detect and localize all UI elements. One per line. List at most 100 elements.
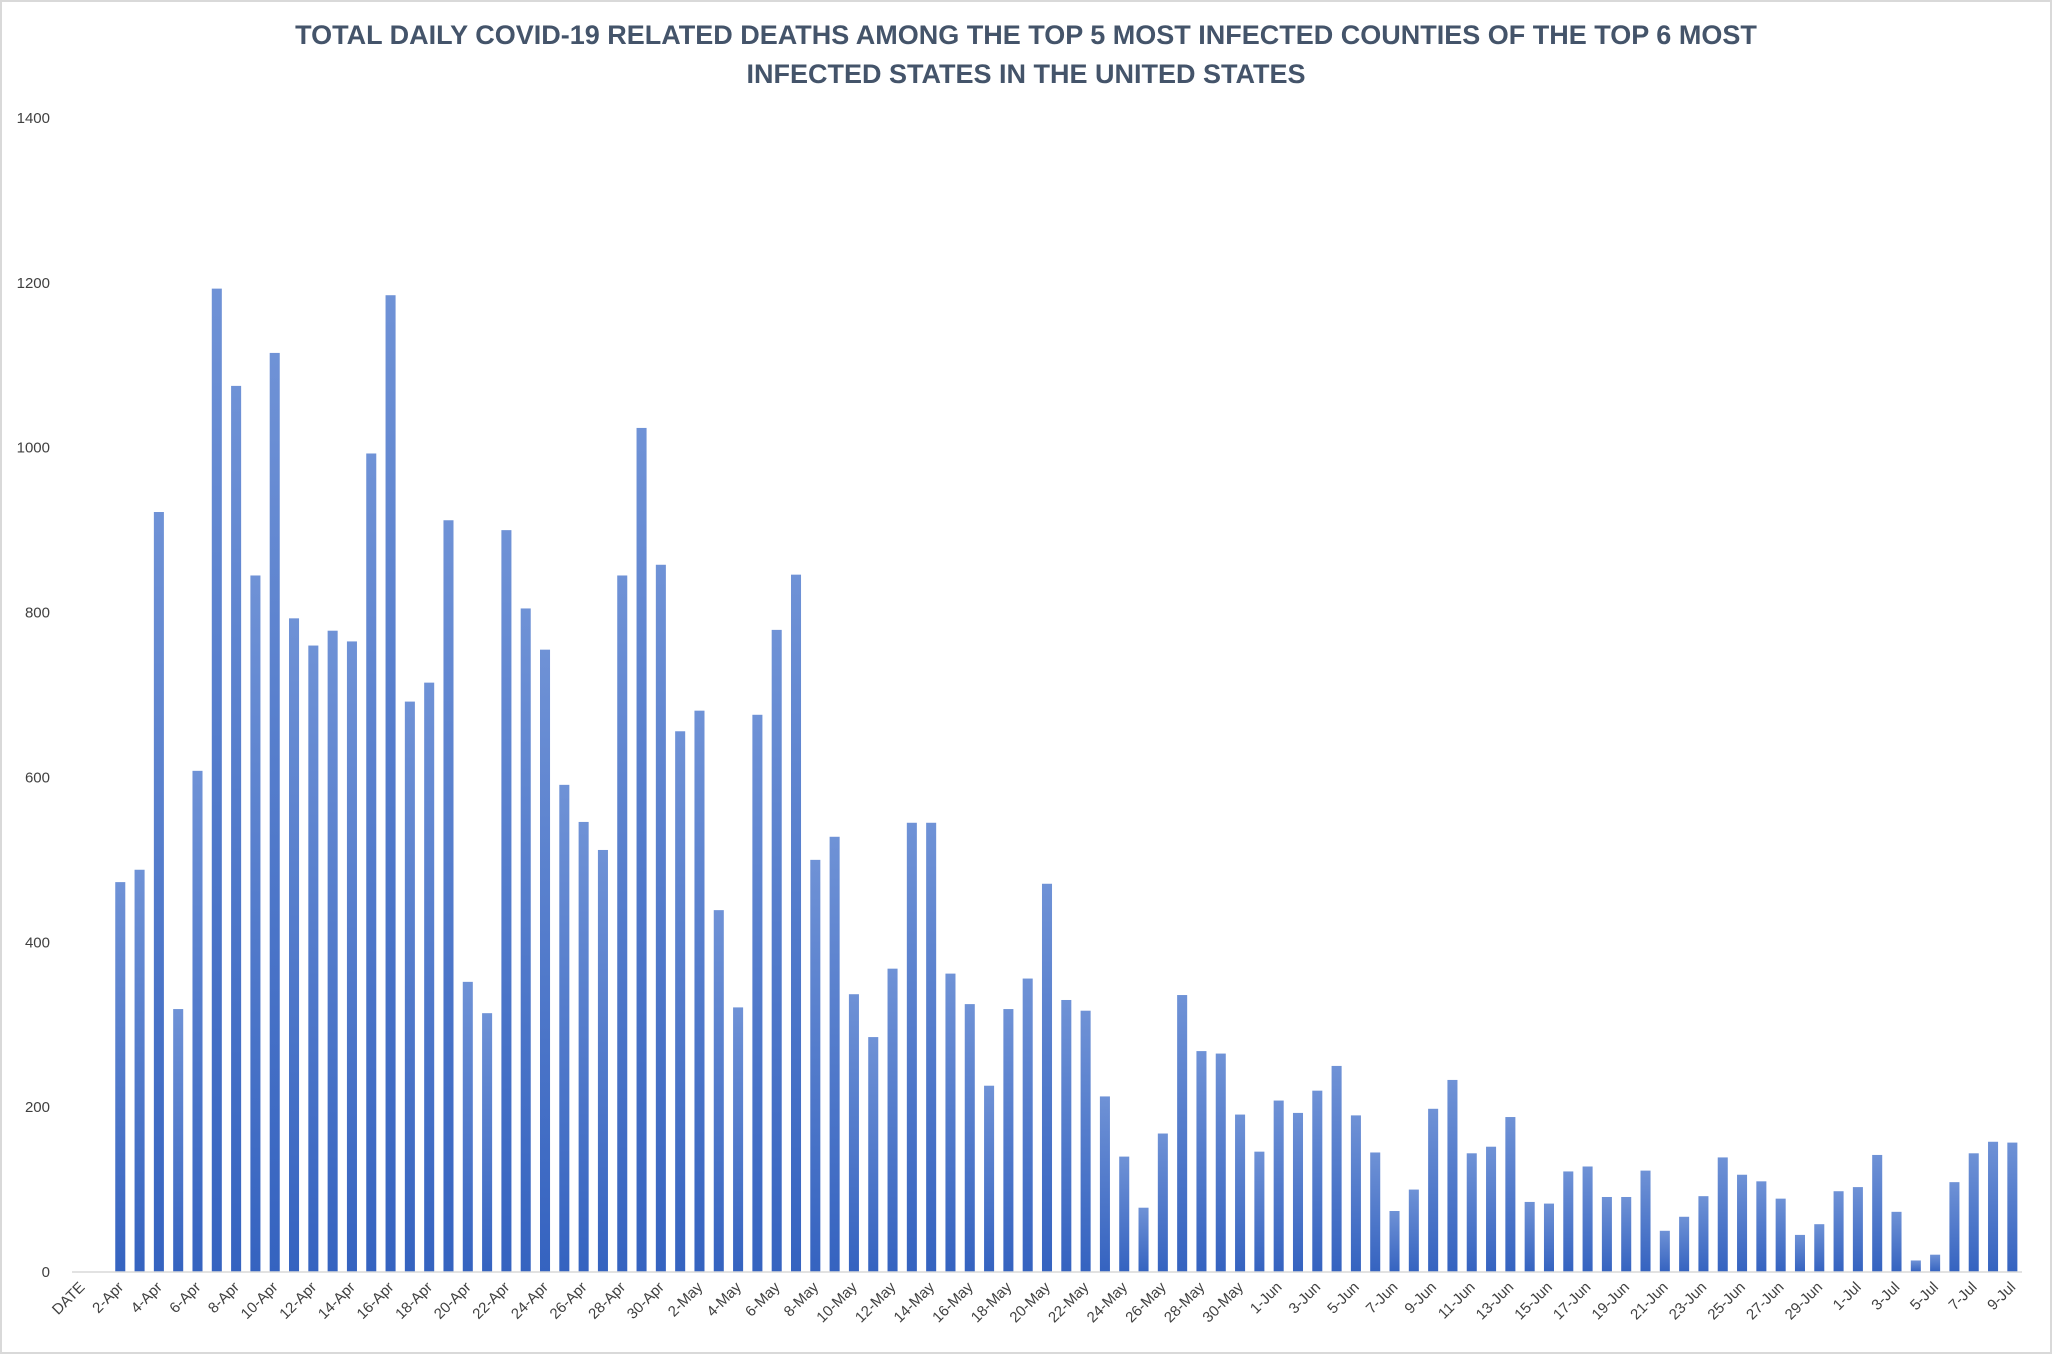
bar: [1177, 995, 1188, 1272]
x-tick-label: 11-Jun: [1435, 1279, 1479, 1323]
x-tick-label: 10-May: [813, 1278, 861, 1326]
bar: [1775, 1198, 1786, 1272]
bar: [1756, 1181, 1767, 1272]
bar: [675, 731, 686, 1272]
bar: [1215, 1053, 1226, 1272]
bar: [424, 682, 435, 1272]
x-tick-label: 24-May: [1084, 1278, 1132, 1326]
x-tick-label: 18-May: [968, 1278, 1016, 1326]
x-tick-label: 29-Jun: [1782, 1279, 1826, 1323]
bar: [694, 710, 705, 1272]
x-tick-label: 9-Jun: [1401, 1279, 1440, 1318]
bar: [1910, 1260, 1921, 1272]
x-tick-label: 22-May: [1045, 1278, 1093, 1326]
bar: [1061, 999, 1072, 1272]
bar: [984, 1085, 995, 1272]
y-tick-label: 400: [25, 934, 50, 951]
bar: [1524, 1201, 1535, 1272]
bar: [1292, 1112, 1304, 1272]
bar: [1041, 883, 1053, 1272]
x-tick-label: 3-Jul: [1868, 1279, 1903, 1314]
bar: [1505, 1117, 1516, 1272]
x-tick-label: 30-Apr: [624, 1279, 668, 1323]
bar: [173, 1009, 184, 1272]
x-tick-label: 28-May: [1161, 1278, 1209, 1326]
bar: [1447, 1079, 1458, 1272]
bar: [733, 1007, 744, 1272]
x-tick-label: 15-Jun: [1511, 1279, 1555, 1323]
x-tick-label: 12-Apr: [276, 1279, 320, 1323]
x-tick-label: 18-Apr: [392, 1279, 436, 1323]
x-tick-label: 14-May: [891, 1278, 939, 1326]
y-tick-label: 800: [25, 605, 50, 622]
bar: [655, 564, 666, 1272]
x-tick-label: 6-May: [742, 1278, 784, 1320]
bar: [1080, 1010, 1091, 1272]
x-tick-label: 22-Apr: [469, 1279, 513, 1323]
bar: [771, 629, 782, 1272]
bar: [1949, 1182, 1960, 1272]
bar: [443, 520, 454, 1272]
x-tick-label: 1-Jul: [1830, 1279, 1865, 1314]
bar: [1717, 1157, 1728, 1272]
bar: [636, 427, 647, 1273]
bar: [1196, 1051, 1207, 1272]
x-tick-label: DATE: [49, 1279, 89, 1319]
x-tick-label: 16-Apr: [354, 1279, 398, 1323]
y-tick-label: 200: [25, 1099, 50, 1116]
bar: [829, 836, 840, 1272]
bar: [1930, 1254, 1941, 1272]
bar: [501, 530, 512, 1272]
bar: [1350, 1115, 1361, 1272]
bar: [810, 859, 821, 1272]
x-tick-label: 3-Jun: [1286, 1279, 1325, 1318]
bar: [1543, 1203, 1554, 1272]
bar: [540, 649, 551, 1272]
bar: [1428, 1108, 1439, 1272]
bar: [1235, 1114, 1246, 1272]
bar: [1003, 1009, 1014, 1272]
bar: [192, 770, 203, 1272]
bar: [1254, 1151, 1265, 1272]
x-tick-label: 2-May: [665, 1278, 707, 1320]
x-tick-label: 14-Apr: [315, 1279, 359, 1323]
x-tick-label: 13-Jun: [1473, 1279, 1517, 1323]
bar: [790, 574, 802, 1272]
bar: [1679, 1216, 1690, 1272]
bar: [346, 641, 357, 1272]
x-tick-label: 12-May: [852, 1278, 900, 1326]
bar: [482, 1013, 493, 1272]
bar: [2007, 1142, 2018, 1272]
x-tick-label: 25-Jun: [1704, 1279, 1748, 1323]
bar: [153, 512, 164, 1272]
bar: [597, 849, 608, 1272]
bar: [1331, 1065, 1342, 1272]
x-tick-label: 19-Jun: [1589, 1279, 1633, 1323]
bar: [1466, 1153, 1477, 1272]
bar: [366, 453, 377, 1273]
bar: [1273, 1100, 1284, 1272]
bar: [1737, 1174, 1748, 1272]
x-tick-label: 17-Jun: [1550, 1279, 1594, 1323]
bar: [1988, 1141, 1999, 1272]
y-tick-label: 0: [42, 1264, 50, 1281]
x-tick-label: 16-May: [929, 1278, 977, 1326]
bar: [1891, 1211, 1902, 1272]
bar: [1119, 1156, 1130, 1272]
x-tick-label: 27-Jun: [1743, 1279, 1787, 1323]
bar: [945, 973, 956, 1272]
x-tick-label: 1-Jun: [1247, 1279, 1286, 1318]
x-tick-label: 7-Jun: [1363, 1279, 1402, 1318]
chart-title: TOTAL DAILY COVID-19 RELATED DEATHS AMON…: [295, 20, 1757, 89]
x-tick-label: 4-May: [703, 1278, 745, 1320]
x-tick-label: 26-May: [1122, 1278, 1170, 1326]
bar: [327, 630, 338, 1272]
bar: [713, 910, 724, 1272]
bar: [1157, 1133, 1168, 1272]
bar: [578, 821, 589, 1272]
x-tick-label: 4-Apr: [128, 1279, 166, 1317]
bar: [134, 869, 145, 1272]
